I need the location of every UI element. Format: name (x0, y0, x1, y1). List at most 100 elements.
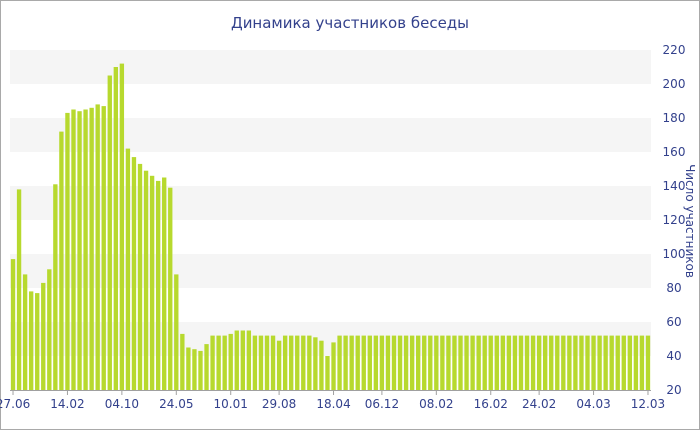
bar (325, 356, 330, 390)
bar (458, 335, 463, 390)
bar (452, 335, 457, 390)
bar (633, 335, 639, 390)
bar (585, 335, 590, 390)
bar (416, 335, 421, 390)
bar (367, 335, 372, 390)
bar (192, 349, 197, 390)
x-tick-label: 12.03 (631, 397, 665, 411)
y-tick-label: 80 (666, 281, 681, 295)
bar (276, 340, 282, 390)
x-tick-label: 24.05 (159, 397, 193, 411)
y-tick-label: 40 (666, 349, 681, 363)
bar (107, 75, 112, 390)
bar (149, 175, 155, 390)
grid-band (10, 50, 651, 84)
bar-series (10, 63, 651, 391)
bar (349, 335, 354, 390)
bar (264, 335, 270, 390)
bar (446, 335, 451, 390)
bar (16, 189, 22, 390)
bar (494, 335, 499, 390)
y-tick-label: 60 (666, 315, 681, 329)
bar (168, 187, 173, 390)
bar (361, 335, 366, 390)
bar (603, 335, 608, 390)
x-tick-label: 04.10 (105, 397, 139, 411)
bar (579, 335, 584, 390)
bar (500, 335, 506, 390)
bar (258, 335, 264, 390)
bar (83, 109, 88, 390)
x-axis-ticks: 27.06 14.02 04.10 24.05 10.01 29.08 18.04 06.12… (0, 390, 665, 411)
bar (210, 335, 215, 390)
bar (174, 274, 179, 390)
bar (573, 335, 578, 390)
bar (530, 335, 536, 390)
bar (59, 131, 64, 390)
x-tick-label: 08.02 (419, 397, 453, 411)
x-tick-label: 18.04 (316, 397, 350, 411)
bar (343, 335, 348, 390)
y-tick-label: 100 (663, 247, 686, 261)
bar (512, 335, 518, 390)
bar (222, 335, 227, 390)
bar (319, 340, 324, 390)
bar (22, 274, 28, 390)
bar (518, 335, 524, 390)
bar (155, 180, 161, 390)
bar (639, 335, 645, 390)
bar (621, 335, 626, 390)
bar (409, 335, 415, 390)
grid-band (10, 322, 651, 356)
bar (470, 335, 475, 390)
bar (301, 335, 306, 390)
bar (464, 335, 469, 390)
bar (543, 335, 548, 390)
bar (101, 106, 106, 390)
bar (355, 335, 360, 390)
bar (476, 335, 481, 390)
bar (113, 67, 118, 390)
bar (591, 335, 596, 390)
bar (252, 335, 258, 390)
x-tick-label: 04.03 (576, 397, 610, 411)
bar (555, 335, 560, 390)
bar (295, 335, 300, 390)
bar (47, 269, 52, 390)
y-tick-label: 140 (663, 179, 686, 193)
bar (53, 184, 58, 390)
bar (597, 335, 602, 390)
bar (234, 330, 239, 390)
bar (403, 335, 409, 390)
bar (524, 335, 530, 390)
x-tick-label: 27.06 (0, 397, 30, 411)
bar (567, 335, 572, 390)
grid-bands (10, 50, 651, 356)
bar (313, 337, 318, 390)
bar (488, 335, 493, 390)
bar (391, 335, 397, 390)
bar (180, 333, 185, 390)
bar (609, 335, 614, 390)
grid-band (10, 118, 651, 152)
x-tick-label: 24.02 (522, 397, 556, 411)
bar (137, 163, 143, 390)
x-tick-label: 14.02 (50, 397, 84, 411)
y-tick-label: 200 (663, 77, 686, 91)
bar (71, 109, 76, 390)
bar (506, 335, 512, 390)
bar (397, 335, 403, 390)
bar (204, 344, 209, 390)
grid-band (10, 186, 651, 220)
grid-band (10, 254, 651, 288)
bar (307, 335, 312, 390)
bar (89, 107, 94, 391)
bar (35, 293, 40, 390)
y-axis-ticks: 20 40 60 80 100 120 140 160 180 200 220 (663, 43, 686, 397)
y-tick-label: 220 (663, 43, 686, 57)
bar (482, 335, 487, 390)
bar (615, 335, 620, 390)
bar (240, 330, 245, 390)
bar (549, 335, 554, 390)
x-tick-label: 10.01 (214, 397, 248, 411)
